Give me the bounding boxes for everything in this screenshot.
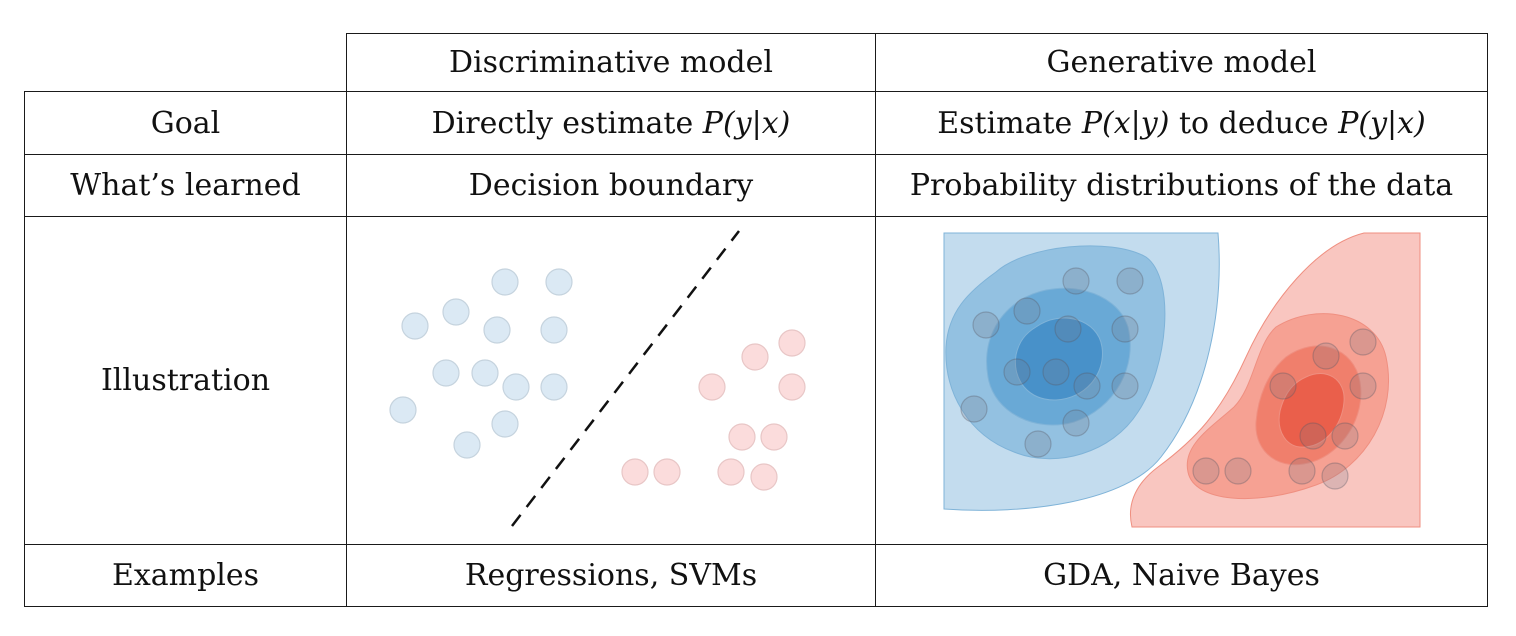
header-row: Discriminative model Generative model: [24, 33, 1488, 92]
blue-point: [442, 298, 470, 326]
blue-data-point: [960, 395, 988, 423]
red-data-point: [1269, 372, 1297, 400]
corner-cell: [24, 33, 347, 92]
learned-discriminative: Decision boundary: [346, 154, 876, 217]
goal-discriminative: Directly estimate P(y|x): [346, 91, 876, 155]
red-point: [728, 423, 756, 451]
goal-generative: Estimate P(x|y) to deduce P(y|x): [875, 91, 1488, 155]
blue-data-points: [960, 267, 1144, 458]
red-point: [778, 329, 806, 357]
blue-data-point: [1062, 267, 1090, 295]
red-data-point: [1224, 457, 1252, 485]
examples-label: Examples: [24, 544, 347, 607]
generative-illustration: [875, 216, 1488, 545]
goal-disc-text: Directly estimate: [431, 105, 703, 141]
learned-generative: Probability distributions of the data: [875, 154, 1488, 217]
blue-class-points: [389, 268, 573, 459]
red-point: [750, 463, 778, 491]
blue-point: [540, 316, 568, 344]
learned-row: What’s learned Decision boundary Probabi…: [24, 154, 1488, 217]
blue-contour-inner: [1014, 317, 1103, 401]
blue-data-point: [1111, 315, 1139, 343]
blue-point: [389, 396, 417, 424]
red-data-point: [1288, 457, 1316, 485]
goal-gen-middle: to deduce: [1169, 105, 1339, 141]
red-data-point: [1312, 342, 1340, 370]
red-data-point: [1299, 422, 1327, 450]
density-contour-plot: [943, 232, 1421, 528]
blue-point: [483, 316, 511, 344]
blue-point: [432, 359, 460, 387]
blue-data-point: [1024, 430, 1052, 458]
red-data-point: [1349, 372, 1377, 400]
blue-data-point: [1116, 267, 1144, 295]
red-data-point: [1349, 328, 1377, 356]
comparison-table: Discriminative model Generative model Go…: [24, 33, 1488, 607]
blue-data-point: [1062, 409, 1090, 437]
illustration-label: Illustration: [24, 216, 347, 545]
blue-point: [491, 410, 519, 438]
goal-disc-math: P(y|x): [702, 105, 791, 141]
header-generative: Generative model: [875, 33, 1488, 92]
discriminative-illustration: [346, 216, 876, 545]
goal-gen-text: Estimate: [937, 105, 1082, 141]
blue-data-point: [1073, 372, 1101, 400]
blue-data-point: [1111, 372, 1139, 400]
learned-label: What’s learned: [24, 154, 347, 217]
blue-data-point: [1003, 358, 1031, 386]
blue-point: [502, 373, 530, 401]
red-point: [760, 423, 788, 451]
decision-boundary-plot: [389, 230, 806, 527]
red-point: [717, 458, 745, 486]
blue-data-point: [1013, 297, 1041, 325]
blue-data-point: [972, 311, 1000, 339]
red-class-points: [621, 329, 806, 491]
blue-point: [453, 431, 481, 459]
red-contour-inner: [1278, 372, 1345, 448]
examples-row: Examples Regressions, SVMs GDA, Naive Ba…: [24, 544, 1488, 607]
illustration-row: Illustration: [24, 216, 1488, 545]
blue-point: [491, 268, 519, 296]
red-data-point: [1331, 422, 1359, 450]
red-point: [621, 458, 649, 486]
blue-point: [540, 373, 568, 401]
blue-point: [471, 359, 499, 387]
red-point: [698, 373, 726, 401]
red-point: [741, 343, 769, 371]
goal-gen-math2: P(y|x): [1338, 105, 1426, 141]
red-point: [778, 373, 806, 401]
goal-row: Goal Directly estimate P(y|x) Estimate P…: [24, 91, 1488, 155]
header-discriminative: Discriminative model: [346, 33, 876, 92]
blue-data-point: [1054, 315, 1082, 343]
blue-data-point: [1042, 358, 1070, 386]
blue-point: [401, 312, 429, 340]
examples-generative: GDA, Naive Bayes: [875, 544, 1488, 607]
blue-density-contours: [943, 232, 1220, 511]
red-data-point: [1321, 462, 1349, 490]
red-density-contours: [1130, 232, 1421, 528]
examples-discriminative: Regressions, SVMs: [346, 544, 876, 607]
red-point: [653, 458, 681, 486]
blue-point: [545, 268, 573, 296]
goal-label: Goal: [24, 91, 347, 155]
red-data-point: [1192, 457, 1220, 485]
red-data-points: [1192, 328, 1377, 490]
goal-gen-math1: P(x|y): [1081, 105, 1170, 141]
